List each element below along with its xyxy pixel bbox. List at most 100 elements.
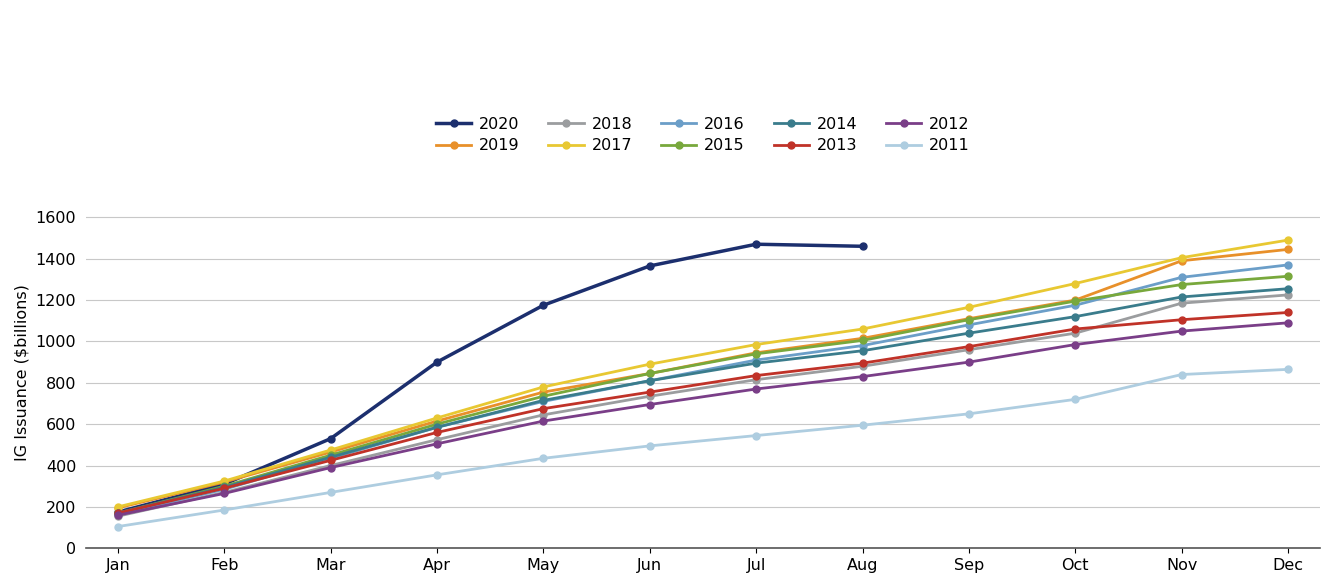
2016 bbox=[323, 455, 339, 462]
2019 bbox=[642, 370, 658, 377]
2018 bbox=[854, 363, 870, 370]
2015 bbox=[1173, 281, 1189, 288]
2016 bbox=[1280, 262, 1296, 269]
2011 bbox=[535, 455, 551, 462]
2014 bbox=[1067, 313, 1083, 320]
2015 bbox=[854, 337, 870, 344]
2019 bbox=[961, 315, 977, 322]
2017 bbox=[642, 360, 658, 368]
2016 bbox=[1067, 302, 1083, 309]
2014 bbox=[216, 484, 232, 491]
2014 bbox=[109, 510, 125, 517]
Line: 2014: 2014 bbox=[115, 285, 1291, 517]
2015 bbox=[961, 316, 977, 323]
2013 bbox=[1280, 309, 1296, 316]
2013 bbox=[642, 389, 658, 396]
2020 bbox=[429, 359, 445, 366]
2012 bbox=[961, 359, 977, 366]
2019 bbox=[748, 349, 764, 356]
2020 bbox=[216, 480, 232, 487]
2014 bbox=[1173, 293, 1189, 300]
2018 bbox=[216, 489, 232, 496]
Line: 2012: 2012 bbox=[115, 319, 1291, 519]
2018 bbox=[429, 436, 445, 443]
2012 bbox=[535, 417, 551, 425]
2011 bbox=[961, 410, 977, 417]
2019 bbox=[1280, 246, 1296, 253]
2011 bbox=[1173, 371, 1189, 378]
2012 bbox=[1173, 328, 1189, 335]
2012 bbox=[854, 373, 870, 380]
2016 bbox=[109, 510, 125, 517]
2016 bbox=[429, 424, 445, 431]
2014 bbox=[1280, 285, 1296, 292]
2013 bbox=[216, 485, 232, 492]
2012 bbox=[216, 490, 232, 497]
2019 bbox=[1173, 257, 1189, 264]
2011 bbox=[748, 432, 764, 439]
2013 bbox=[323, 457, 339, 464]
2016 bbox=[854, 342, 870, 349]
2011 bbox=[1067, 396, 1083, 403]
2020 bbox=[109, 509, 125, 516]
2015 bbox=[1280, 273, 1296, 280]
2017 bbox=[854, 326, 870, 333]
2014 bbox=[429, 424, 445, 431]
2018 bbox=[1173, 300, 1189, 307]
2019 bbox=[1067, 296, 1083, 303]
Line: 2016: 2016 bbox=[115, 262, 1291, 517]
Line: 2015: 2015 bbox=[115, 273, 1291, 517]
2016 bbox=[748, 356, 764, 363]
2016 bbox=[961, 322, 977, 329]
2013 bbox=[1067, 326, 1083, 333]
2019 bbox=[323, 449, 339, 456]
2014 bbox=[535, 397, 551, 404]
2018 bbox=[961, 346, 977, 353]
2016 bbox=[216, 486, 232, 493]
2012 bbox=[748, 386, 764, 393]
2018 bbox=[748, 376, 764, 383]
2015 bbox=[535, 393, 551, 400]
2012 bbox=[429, 440, 445, 447]
2012 bbox=[323, 464, 339, 471]
2017 bbox=[216, 477, 232, 485]
2018 bbox=[535, 412, 551, 419]
2018 bbox=[1280, 292, 1296, 299]
2012 bbox=[109, 512, 125, 519]
2018 bbox=[1067, 330, 1083, 337]
2011 bbox=[323, 489, 339, 496]
2019 bbox=[535, 389, 551, 396]
2015 bbox=[642, 370, 658, 377]
2015 bbox=[216, 483, 232, 490]
2017 bbox=[429, 415, 445, 422]
2020 bbox=[642, 262, 658, 269]
Line: 2019: 2019 bbox=[115, 246, 1291, 512]
Legend: 2020, 2019, 2018, 2017, 2016, 2015, 2014, 2013, 2012, 2011: 2020, 2019, 2018, 2017, 2016, 2015, 2014… bbox=[437, 117, 971, 153]
2012 bbox=[1067, 341, 1083, 348]
2011 bbox=[216, 506, 232, 513]
Line: 2013: 2013 bbox=[115, 309, 1291, 517]
2020 bbox=[748, 240, 764, 248]
2013 bbox=[109, 510, 125, 517]
2020 bbox=[535, 302, 551, 309]
2017 bbox=[1067, 280, 1083, 287]
2014 bbox=[854, 348, 870, 355]
2015 bbox=[748, 350, 764, 358]
2019 bbox=[216, 479, 232, 486]
Line: 2017: 2017 bbox=[115, 236, 1291, 510]
2011 bbox=[642, 442, 658, 449]
2017 bbox=[109, 503, 125, 510]
2020 bbox=[323, 435, 339, 442]
Y-axis label: IG Issuance ($billions): IG Issuance ($billions) bbox=[15, 284, 29, 461]
2011 bbox=[1280, 366, 1296, 373]
2014 bbox=[961, 330, 977, 337]
2014 bbox=[642, 377, 658, 385]
2016 bbox=[1173, 274, 1189, 281]
2020 bbox=[854, 243, 870, 250]
2011 bbox=[109, 523, 125, 530]
2015 bbox=[1067, 298, 1083, 305]
2013 bbox=[961, 343, 977, 350]
2014 bbox=[323, 454, 339, 461]
2015 bbox=[429, 420, 445, 427]
2017 bbox=[323, 446, 339, 453]
